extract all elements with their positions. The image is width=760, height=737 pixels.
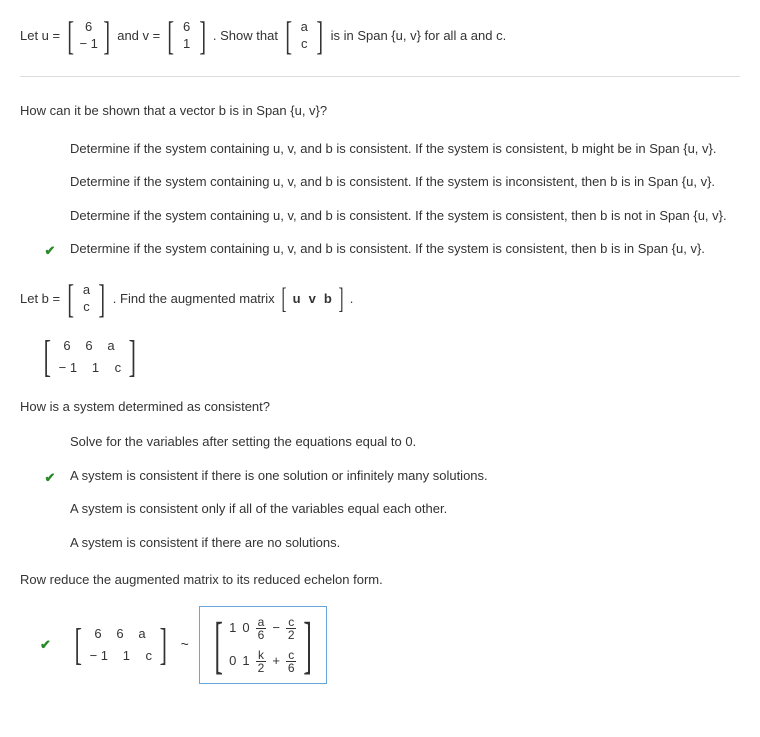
fraction: a 6 (256, 616, 267, 641)
tilde-symbol: ~ (181, 634, 189, 655)
text-tail: is in Span {u, v} for all a and c. (331, 26, 507, 46)
vector-b: [ a c ] (64, 279, 109, 319)
vector-target: [ a c ] (282, 16, 327, 56)
q1-option-a[interactable]: Determine if the system containing u, v,… (70, 139, 740, 159)
fraction: c 6 (286, 649, 297, 674)
question-1: How can it be shown that a vector b is i… (20, 101, 740, 121)
fraction: k 2 (256, 649, 267, 674)
text-show-that: . Show that (213, 26, 278, 46)
q1-option-d[interactable]: ✔ Determine if the system containing u, … (70, 239, 740, 259)
let-b-line: Let b = [ a c ] . Find the augmented mat… (20, 279, 740, 319)
check-icon: ✔ (40, 241, 60, 261)
text-and-v: and v = (117, 26, 160, 46)
rref-left-matrix: [ 6 6 a − 1 1 c ] (71, 623, 171, 667)
vector-v: [ 6 1 ] (164, 16, 209, 56)
question-2-options: Solve for the variables after setting th… (20, 432, 740, 552)
q2-option-d[interactable]: A system is consistent if there are no s… (70, 533, 740, 553)
vector-u: [ 6 − 1 ] (64, 16, 113, 56)
q1-option-b[interactable]: Determine if the system containing u, v,… (70, 172, 740, 192)
q2-option-c[interactable]: A system is consistent only if all of th… (70, 499, 740, 519)
rref-instruction: Row reduce the augmented matrix to its r… (20, 570, 740, 590)
augmented-matrix-vars: [ u v b ] (279, 284, 346, 314)
divider (20, 76, 740, 77)
q1-option-c[interactable]: Determine if the system containing u, v,… (70, 206, 740, 226)
q2-option-b[interactable]: ✔ A system is consistent if there is one… (70, 466, 740, 486)
fraction: c 2 (286, 616, 297, 641)
check-icon: ✔ (40, 468, 60, 488)
q2-option-a[interactable]: Solve for the variables after setting th… (70, 432, 740, 452)
rref-result: ✔ [ 6 6 a − 1 1 c ] ~ [ 1 0 (20, 606, 740, 684)
question-2: How is a system determined as consistent… (20, 397, 740, 417)
check-icon: ✔ (40, 635, 51, 655)
question-1-options: Determine if the system containing u, v,… (20, 139, 740, 259)
rref-answer-box: [ 1 0 a 6 − c 2 0 1 (199, 606, 327, 684)
augmented-matrix: [ 6 6 a − 1 1 c ] (20, 335, 740, 379)
problem-statement: Let u = [ 6 − 1 ] and v = [ 6 1 ] . Show… (20, 16, 740, 56)
text-let-u: Let u = (20, 26, 60, 46)
